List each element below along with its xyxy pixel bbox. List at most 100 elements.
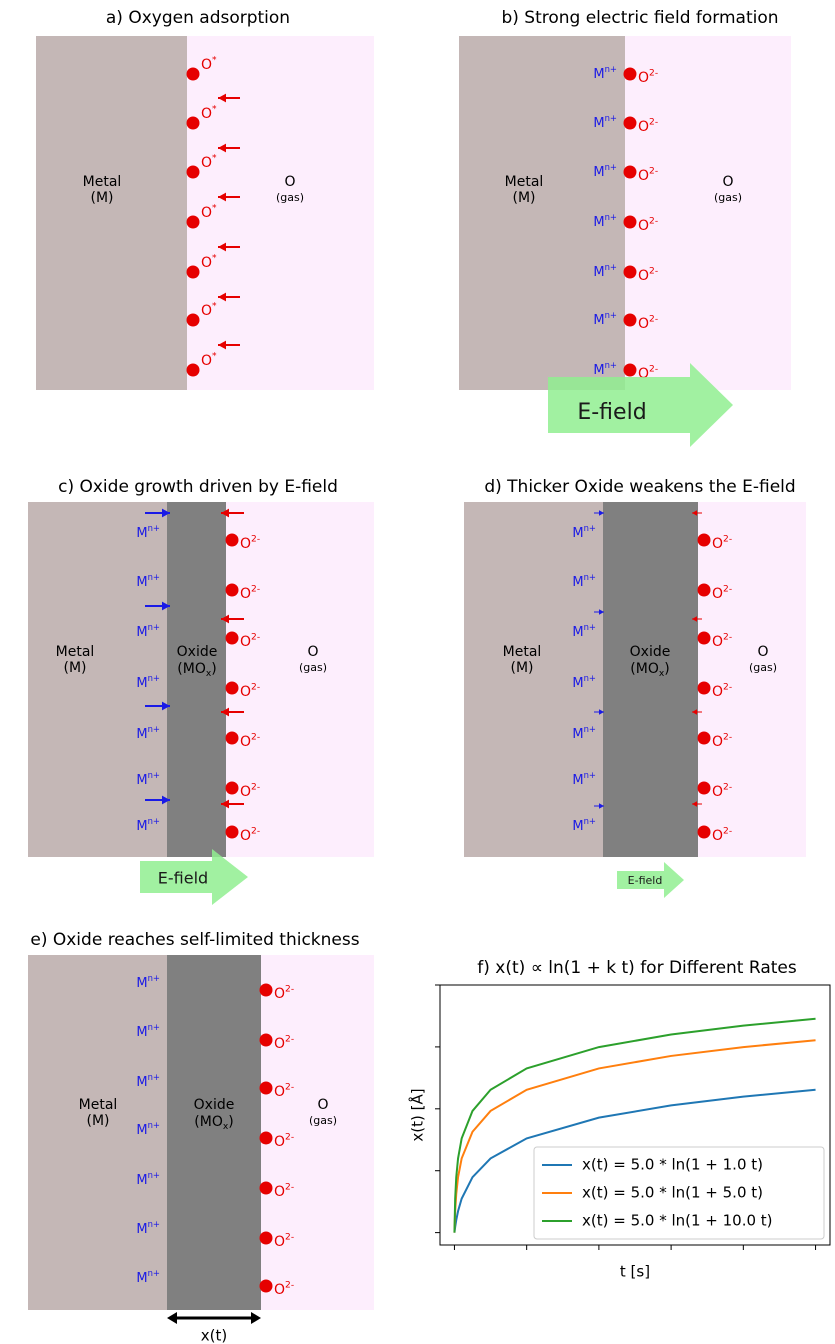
oxide-label: Oxide bbox=[630, 644, 671, 660]
oxygen-atom bbox=[187, 314, 200, 327]
gas-label: O bbox=[317, 1097, 328, 1113]
text-part: 2- bbox=[251, 782, 260, 792]
text-part: n+ bbox=[605, 359, 617, 369]
text-part: 2- bbox=[251, 534, 260, 544]
text-part: n+ bbox=[584, 571, 596, 581]
panel-title: b) Strong electric field formation bbox=[501, 8, 778, 28]
text-part: O bbox=[274, 1282, 285, 1298]
text-part: 2- bbox=[649, 314, 658, 324]
text-part: O bbox=[201, 155, 212, 171]
text-part: M bbox=[136, 727, 147, 742]
text-part: 2- bbox=[251, 826, 260, 836]
oxygen-atom bbox=[187, 216, 200, 229]
text-part: 2- bbox=[723, 732, 732, 742]
oxygen-atom bbox=[624, 216, 637, 229]
oxide-label: Oxide bbox=[194, 1097, 235, 1113]
text-part: M bbox=[593, 215, 604, 230]
text-part: 2- bbox=[285, 1132, 294, 1142]
text-part: n+ bbox=[584, 621, 596, 631]
oxygen-atom bbox=[624, 364, 637, 377]
text-part: 2- bbox=[649, 117, 658, 127]
text-part: M bbox=[136, 819, 147, 834]
text-part: O bbox=[638, 168, 649, 184]
oxygen-atom bbox=[698, 826, 711, 839]
text-part: O bbox=[274, 1184, 285, 1200]
gas-label: (gas) bbox=[299, 661, 327, 674]
text-part: M bbox=[572, 773, 583, 788]
text-part: M bbox=[593, 116, 604, 131]
panel-title: d) Thicker Oxide weakens the E-field bbox=[484, 477, 795, 497]
metal-region bbox=[36, 36, 187, 390]
oxygen-atom bbox=[624, 117, 637, 130]
gas-region bbox=[226, 502, 374, 857]
text-part: ) bbox=[228, 1114, 233, 1130]
text-part: O bbox=[274, 986, 285, 1002]
text-part: O bbox=[638, 119, 649, 135]
text-part: n+ bbox=[148, 621, 160, 631]
text-part: O bbox=[712, 536, 723, 552]
text-part: * bbox=[212, 104, 217, 114]
text-part: O bbox=[274, 1134, 285, 1150]
gas-label: (gas) bbox=[714, 191, 742, 204]
text-part: M bbox=[572, 526, 583, 541]
text-part: M bbox=[136, 676, 147, 691]
oxygen-atom bbox=[226, 584, 239, 597]
x-axis-label: t [s] bbox=[620, 1263, 650, 1281]
oxygen-atom bbox=[624, 166, 637, 179]
text-part: n+ bbox=[148, 1119, 160, 1129]
text-part: M bbox=[572, 676, 583, 691]
text-part: 2- bbox=[723, 782, 732, 792]
text-part: O bbox=[201, 303, 212, 319]
text-part: 2- bbox=[251, 632, 260, 642]
text-part: M bbox=[136, 976, 147, 991]
text-part: O bbox=[240, 828, 251, 844]
text-part: M bbox=[572, 575, 583, 590]
metal-label: Metal bbox=[56, 644, 95, 660]
oxide-region bbox=[167, 955, 261, 1310]
oxygen-atom bbox=[260, 1232, 273, 1245]
text-part: M bbox=[136, 625, 147, 640]
oxygen-atom bbox=[260, 1280, 273, 1293]
text-part: O bbox=[274, 1234, 285, 1250]
oxygen-atom bbox=[226, 682, 239, 695]
gas-label: O bbox=[722, 174, 733, 190]
text-part: * bbox=[212, 203, 217, 213]
text-part: M bbox=[136, 773, 147, 788]
arrow-head bbox=[167, 1312, 177, 1324]
oxygen-atom bbox=[187, 166, 200, 179]
text-part: O bbox=[274, 1036, 285, 1052]
text-part: O bbox=[201, 353, 212, 369]
text-part: 2- bbox=[285, 1082, 294, 1092]
text-part: O bbox=[240, 734, 251, 750]
text-part: n+ bbox=[584, 522, 596, 532]
text-part: O bbox=[712, 734, 723, 750]
text-part: O bbox=[712, 586, 723, 602]
text-part: 2- bbox=[285, 984, 294, 994]
text-part: M bbox=[136, 1173, 147, 1188]
text-part: M bbox=[572, 819, 583, 834]
oxygen-atom bbox=[226, 632, 239, 645]
oxide-region bbox=[167, 502, 226, 857]
text-part: n+ bbox=[605, 161, 617, 171]
metal-label: Metal bbox=[503, 644, 542, 660]
text-part: M bbox=[593, 165, 604, 180]
text-part: 2- bbox=[649, 68, 658, 78]
text-part: n+ bbox=[605, 309, 617, 319]
text-part: M bbox=[593, 265, 604, 280]
gas-label: (gas) bbox=[276, 191, 304, 204]
text-part: M bbox=[136, 1123, 147, 1138]
text-part: 2- bbox=[649, 266, 658, 276]
text-part: O bbox=[201, 255, 212, 271]
text-part: n+ bbox=[148, 672, 160, 682]
text-part: M bbox=[572, 727, 583, 742]
text-part: O bbox=[712, 784, 723, 800]
text-part: n+ bbox=[148, 815, 160, 825]
text-part: O bbox=[201, 205, 212, 221]
text-part: 2- bbox=[285, 1232, 294, 1242]
text-part: M bbox=[593, 313, 604, 328]
gas-region bbox=[698, 502, 806, 857]
text-part: O bbox=[201, 106, 212, 122]
gas-label: O bbox=[307, 644, 318, 660]
chart-title: f) x(t) ∝ ln(1 + k t) for Different Rate… bbox=[477, 958, 797, 978]
text-part: O bbox=[712, 684, 723, 700]
